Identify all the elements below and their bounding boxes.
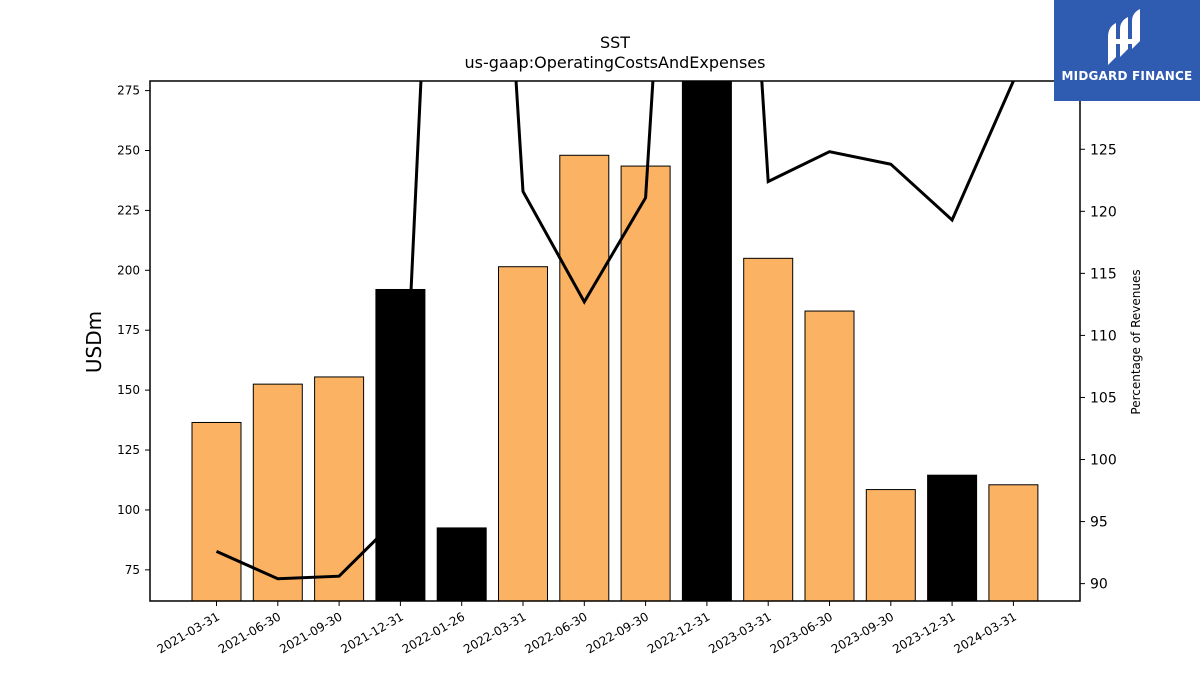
x-tick-label: 2023-12-31	[890, 609, 957, 656]
x-tick-label: 2021-12-31	[338, 609, 405, 656]
bar-2021-03-31	[191, 421, 242, 602]
y-tick-label: 175	[117, 323, 140, 337]
y-tick-label: 250	[117, 143, 140, 157]
percentage-line	[215, 81, 1015, 581]
bar-2022-01-26	[436, 527, 487, 602]
y2-axis-label: Percentage of Revenues	[1129, 269, 1143, 414]
brand-logo: MIDGARD FINANCE	[1054, 0, 1200, 101]
bar-2021-12-31	[375, 288, 426, 602]
bar-2023-03-31	[743, 257, 794, 602]
y-tick-label: 150	[117, 383, 140, 397]
y2-tick-label: 115	[1090, 266, 1117, 282]
bar-2022-06-30	[559, 154, 610, 602]
y-tick-label: 200	[117, 263, 140, 277]
bar-2021-09-30	[314, 376, 365, 602]
bar-2023-09-30	[865, 489, 916, 602]
chart-subtitle: us-gaap:OperatingCostsAndExpenses	[465, 53, 766, 72]
x-tick-label: 2022-01-26	[400, 609, 467, 656]
y2-tick-label: 105	[1090, 390, 1117, 406]
bar-2024-03-31	[988, 484, 1039, 602]
bar-2023-12-31	[927, 474, 978, 602]
bar-2021-06-30	[252, 383, 303, 602]
y-tick-label: 275	[117, 84, 140, 98]
y2-tick-label: 125	[1090, 142, 1117, 158]
brand-name: MIDGARD FINANCE	[1061, 69, 1193, 83]
y-axis-label: USDm	[82, 311, 106, 373]
line-layer	[215, 81, 1015, 581]
x-tick-label: 2024-03-31	[951, 609, 1018, 656]
x-tick-label: 2021-06-30	[216, 609, 283, 656]
bar-2022-03-31	[498, 266, 548, 602]
y2-tick-label: 120	[1090, 204, 1117, 220]
y2-tick-label: 90	[1090, 577, 1108, 593]
bar-2022-12-31	[681, 80, 732, 602]
x-tick-label: 2021-03-31	[155, 609, 222, 656]
y-tick-label: 225	[117, 203, 140, 217]
bars-layer	[191, 80, 1039, 602]
x-tick-label: 2022-12-31	[645, 609, 712, 656]
chart-title: SST	[600, 33, 630, 52]
y-tick-label: 75	[125, 563, 140, 577]
y-tick-label: 125	[117, 443, 140, 457]
x-tick-label: 2023-03-31	[706, 609, 773, 656]
y2-tick-label: 100	[1090, 453, 1117, 469]
x-tick-label: 2023-09-30	[829, 609, 896, 656]
plot-frame	[149, 80, 1081, 602]
brand-mark-icon	[1108, 9, 1140, 65]
bar-2023-06-30	[804, 310, 855, 602]
x-tick-label: 2022-09-30	[584, 609, 651, 656]
x-tick-label: 2022-06-30	[522, 609, 589, 656]
x-tick-label: 2022-03-31	[461, 609, 528, 656]
bar-2022-09-30	[620, 165, 671, 602]
y-tick-label: 100	[117, 503, 140, 517]
x-tick-label: 2021-09-30	[277, 609, 344, 656]
y2-tick-label: 95	[1090, 515, 1108, 531]
y2-tick-label: 110	[1090, 328, 1117, 344]
x-tick-label: 2023-06-30	[768, 609, 835, 656]
